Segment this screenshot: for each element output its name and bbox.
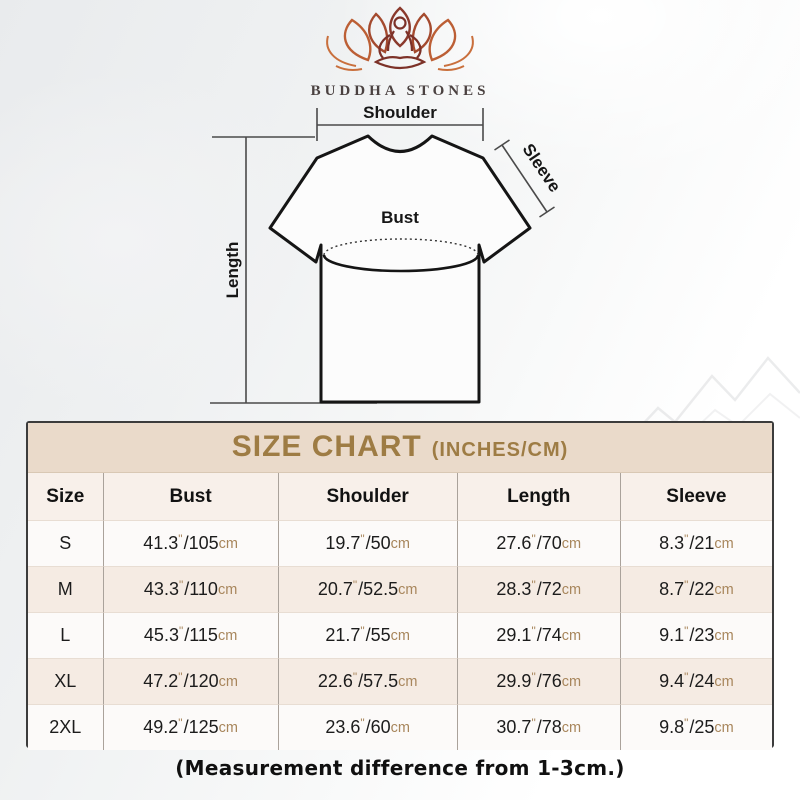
shoulder-value-s: 19.7 "/50 cm [278,520,458,566]
shoulder-value-m: 20.7 "/52.5 cm [278,566,458,612]
shoulder-value-2xl: 23.6 "/60 cm [278,704,458,750]
bust-value-m: 43.3 "/110 cm [103,566,279,612]
tshirt-outline [268,134,532,404]
size-chart-title-band: SIZE CHART (INCHES/CM) [28,423,772,473]
size-chart-grid: Size Bust Shoulder Length Sleeve S 41.3 "/105 cm… [28,473,772,750]
brand-name: BUDDHA STONES [310,83,490,99]
label-sleeve: Sleeve [519,140,565,195]
sleeve-value-xl: 9.4 "/24 cm [620,658,772,704]
length-value-s: 27.6 "/70 cm [457,520,621,566]
size-label: S [28,520,104,566]
length-value-xl: 29.9 "/76 cm [457,658,621,704]
sleeve-value-2xl: 9.8 "/25 cm [620,704,772,750]
bust-value-2xl: 49.2 "/125 cm [103,704,279,750]
size-row-xl: XL 47.2 "/120 cm 22.6 "/57.5 cm 29.9 "/76 cm 9.4 " /… [28,658,772,704]
shoulder-value-l: 21.7 "/55 cm [278,612,458,658]
size-chart-title: SIZE CHART [231,430,422,463]
lotus-logo-icon [326,6,474,71]
tshirt-measurement-diagram: Shoulder Bust Length Sleeve [200,95,600,422]
size-chart-units: (INCHES/CM) [431,439,569,461]
shoulder-measure-lines [316,108,484,141]
size-label: XL [28,658,104,704]
column-header-size: Size [28,473,104,520]
size-row-2xl: 2XL 49.2 "/125 cm 23.6 "/60 cm 30.7 "/78 cm 9.8 "/2… [28,704,772,750]
bust-value-xl: 47.2 "/120 cm [103,658,279,704]
bust-line-solid [322,254,480,273]
sleeve-measure-lines [494,139,555,218]
length-value-m: 28.3 "/72 cm [457,566,621,612]
table-header-row: Size Bust Shoulder Length Sleeve [28,473,772,520]
sleeve-value-l: 9.1 "/23 cm [620,612,772,658]
bust-value-s: 41.3 "/105 cm [103,520,279,566]
size-label: 2XL [28,704,104,750]
shoulder-value-xl: 22.6 "/57.5 cm [278,658,458,704]
size-row-l: L 45.3 "/115 cm 21.7 "/55 cm 29.1 "/74 cm 9.1 "/23 c… [28,612,772,658]
column-header-shoulder: Shoulder [278,473,458,520]
length-value-l: 29.1 "/74 cm [457,612,621,658]
size-chart-table: SIZE CHART (INCHES/CM) Size Bust Shoulder L… [26,421,774,750]
label-length: Length [223,242,242,299]
size-row-s: S 41.3 "/105 cm 19.7 "/50 cm 27.6 "/70 cm 8.3 "/21 c… [28,520,772,566]
size-row-m: M 43.3 "/110 cm 20.7 "/52.5 cm 28.3 "/72 cm 8.7 "/2… [28,566,772,612]
size-label: M [28,566,104,612]
size-label: L [28,612,104,658]
column-header-sleeve: Sleeve [620,473,772,520]
bust-line-dotted [323,238,479,256]
column-header-bust: Bust [103,473,279,520]
length-value-2xl: 30.7 "/78 cm [457,704,621,750]
column-header-length: Length [457,473,621,520]
sleeve-value-m: 8.7 "/22 cm [620,566,772,612]
sleeve-value-s: 8.3 "/21 cm [620,520,772,566]
brand-header: BUDDHA STONES [0,6,800,100]
bust-value-l: 45.3 "/115 cm [103,612,279,658]
measurement-note: (Measurement difference from 1-3cm.) [175,756,625,780]
label-shoulder: Shoulder [363,103,437,122]
label-bust: Bust [381,208,419,227]
